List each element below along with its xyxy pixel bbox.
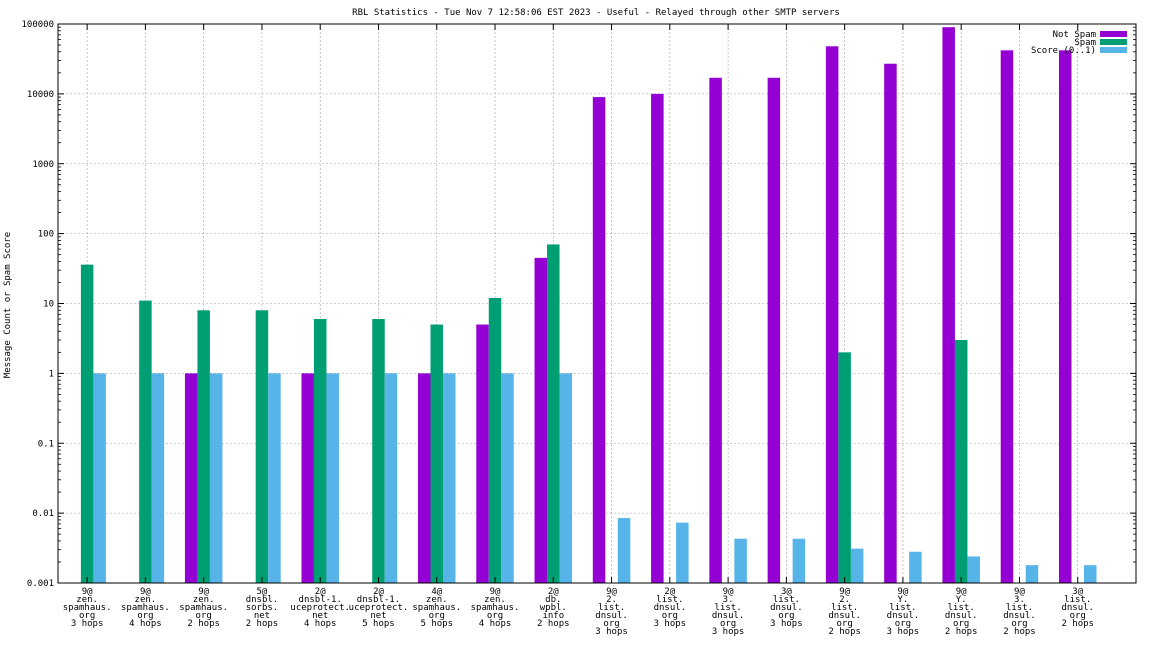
bar-score-0-1 [1083, 565, 1097, 583]
bar-spam [139, 300, 152, 583]
bar-spam [80, 264, 94, 583]
bar-not-spam [825, 46, 839, 584]
bar-not-spam [767, 77, 781, 583]
x-tick-label: 9@ Y. list. dnsul. org 3 hops [887, 587, 920, 637]
bar-spam [838, 352, 851, 583]
bar-spam [372, 319, 385, 583]
bar-not-spam [534, 257, 548, 583]
bar-spam [430, 324, 444, 583]
y-tick-label: 100 [38, 230, 54, 240]
bars [80, 27, 1097, 584]
bar-score-0-1 [93, 373, 106, 583]
bar-score-0-1 [501, 373, 514, 583]
legend-label: Spam [1074, 38, 1096, 48]
x-tick-label: 9@ 3. list. dnsul. org 3 hops [712, 587, 745, 637]
x-tick-label: 9@ zen. spamhaus. org 4 hops [121, 587, 170, 629]
x-tick-label: 3@ list. dnsul. org 3 hops [770, 587, 803, 629]
bar-not-spam [884, 63, 897, 583]
bar-spam [488, 297, 502, 583]
bar-score-0-1 [559, 373, 573, 583]
x-tick-label: 2@ db. wpbl. info 2 hops [537, 587, 570, 629]
bar-score-0-1 [268, 373, 281, 583]
legend-swatch [1100, 31, 1127, 37]
y-tick-label: 10000 [27, 90, 54, 100]
bar-score-0-1 [734, 538, 747, 583]
y-axis-label: Message Count or Spam Score [3, 232, 13, 378]
bar-score-0-1 [1025, 565, 1039, 583]
bar-not-spam [709, 77, 722, 583]
bar-score-0-1 [792, 538, 806, 583]
legend-label: Score (0..1) [1031, 46, 1096, 56]
chart-title: RBL Statistics - Tue Nov 7 12:58:06 EST … [352, 8, 840, 18]
x-tick-label: 9@ zen. spamhaus. org 2 hops [179, 587, 228, 629]
bar-score-0-1 [967, 556, 980, 583]
bar-score-0-1 [909, 551, 922, 583]
bar-not-spam [1000, 50, 1014, 584]
x-tick-label: 9@ 3. list. dnsul. org 2 hops [1003, 587, 1036, 637]
y-tick-label: 1 [49, 369, 54, 379]
x-tick-label: 4@ zen. spamhaus. org 5 hops [412, 587, 461, 629]
bar-score-0-1 [617, 518, 631, 583]
bar-score-0-1 [326, 373, 339, 583]
bar-not-spam [1058, 50, 1072, 584]
bar-score-0-1 [676, 522, 689, 583]
bar-not-spam [592, 97, 606, 584]
x-tick-label: 5@ dnsbl. sorbs. net 2 hops [246, 587, 279, 629]
bar-score-0-1 [850, 548, 864, 583]
y-tick-label: 0.01 [32, 509, 54, 519]
bar-spam [954, 340, 968, 583]
plot-border [57, 23, 1137, 584]
bar-not-spam [651, 93, 664, 583]
legend-label: Not Spam [1053, 30, 1096, 40]
x-tick-label: 9@ 2. list. dnsul. org 2 hops [828, 587, 861, 637]
bar-spam [197, 310, 210, 583]
bar-spam [255, 310, 269, 583]
axes: 0.001 0.01 0.1 1 10 100 1000 10000 100000 9@ zen. s… [21, 20, 1137, 637]
bar-not-spam [301, 373, 314, 583]
bar-not-spam [476, 324, 489, 583]
bar-spam [547, 244, 560, 583]
y-tick-label: 0.001 [27, 579, 54, 589]
bar-not-spam [418, 373, 431, 583]
bar-score-0-1 [443, 373, 456, 583]
bar-not-spam [184, 373, 198, 583]
legend-swatch [1100, 47, 1127, 53]
x-tick-label: 9@ Y. list. dnsul. org 2 hops [945, 587, 978, 637]
x-tick-label: 9@ zen. spamhaus. org 4 hops [471, 587, 520, 629]
x-tick-label: 9@ 2. list. dnsul. org 3 hops [595, 587, 628, 637]
legend-swatch [1100, 39, 1127, 45]
y-tick-label: 10 [43, 300, 54, 310]
y-tick-label: 100000 [21, 20, 54, 30]
bar-score-0-1 [384, 373, 398, 583]
x-tick-label: 3@ list. dnsul. org 2 hops [1061, 587, 1094, 629]
bar-not-spam [942, 27, 955, 583]
x-tick-label: 2@ dnsbl-1. uceprotect. net 4 hops [290, 587, 350, 629]
x-tick-label: 2@ dnsbl-1. uceprotect. net 5 hops [349, 587, 409, 629]
y-tick-label: 0.1 [38, 439, 54, 449]
bar-score-0-1 [209, 373, 223, 583]
x-tick-label: 2@ list. dnsul. org 3 hops [654, 587, 687, 629]
bar-spam [313, 319, 327, 583]
bar-score-0-1 [151, 373, 165, 583]
x-tick-label: 9@ zen. spamhaus. org 3 hops [63, 587, 112, 629]
y-tick-label: 1000 [32, 160, 54, 170]
